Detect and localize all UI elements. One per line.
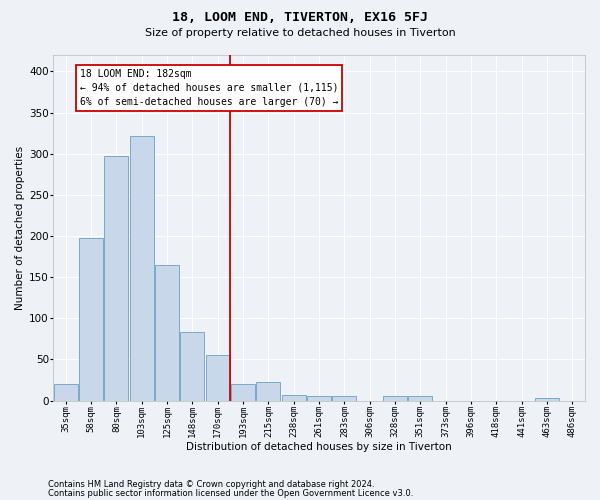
Text: Contains public sector information licensed under the Open Government Licence v3: Contains public sector information licen… bbox=[48, 488, 413, 498]
Text: Contains HM Land Registry data © Crown copyright and database right 2024.: Contains HM Land Registry data © Crown c… bbox=[48, 480, 374, 489]
Bar bbox=[54, 384, 78, 400]
Bar bbox=[155, 265, 179, 400]
Bar bbox=[231, 384, 255, 400]
Bar bbox=[409, 396, 433, 400]
Bar bbox=[130, 136, 154, 400]
X-axis label: Distribution of detached houses by size in Tiverton: Distribution of detached houses by size … bbox=[186, 442, 452, 452]
Bar bbox=[206, 356, 230, 401]
Text: 18 LOOM END: 182sqm
← 94% of detached houses are smaller (1,115)
6% of semi-deta: 18 LOOM END: 182sqm ← 94% of detached ho… bbox=[80, 69, 338, 107]
Text: 18, LOOM END, TIVERTON, EX16 5FJ: 18, LOOM END, TIVERTON, EX16 5FJ bbox=[172, 11, 428, 24]
Bar bbox=[104, 156, 128, 400]
Bar bbox=[181, 332, 205, 400]
Bar bbox=[332, 396, 356, 400]
Y-axis label: Number of detached properties: Number of detached properties bbox=[15, 146, 25, 310]
Bar bbox=[79, 238, 103, 400]
Bar bbox=[307, 396, 331, 400]
Bar bbox=[281, 395, 306, 400]
Bar bbox=[383, 396, 407, 400]
Bar bbox=[256, 382, 280, 400]
Text: Size of property relative to detached houses in Tiverton: Size of property relative to detached ho… bbox=[145, 28, 455, 38]
Bar bbox=[535, 398, 559, 400]
